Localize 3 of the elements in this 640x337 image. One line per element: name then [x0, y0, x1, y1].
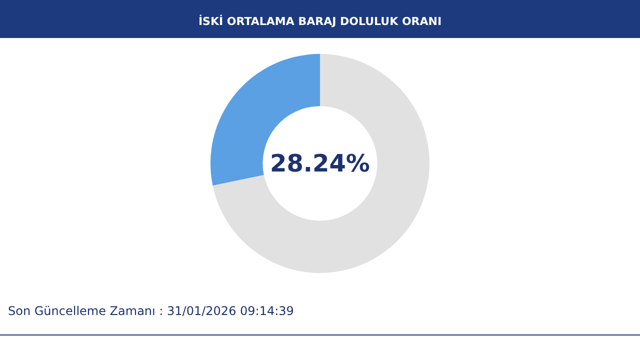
data-label: 28.24%: [270, 149, 370, 178]
chart-title: İSKİ ORTALAMA BARAJ DOLULUK ORANI: [198, 14, 442, 28]
text: Son Güncelleme Zamanı : 31/01/2026 09:14:39: [8, 304, 294, 318]
